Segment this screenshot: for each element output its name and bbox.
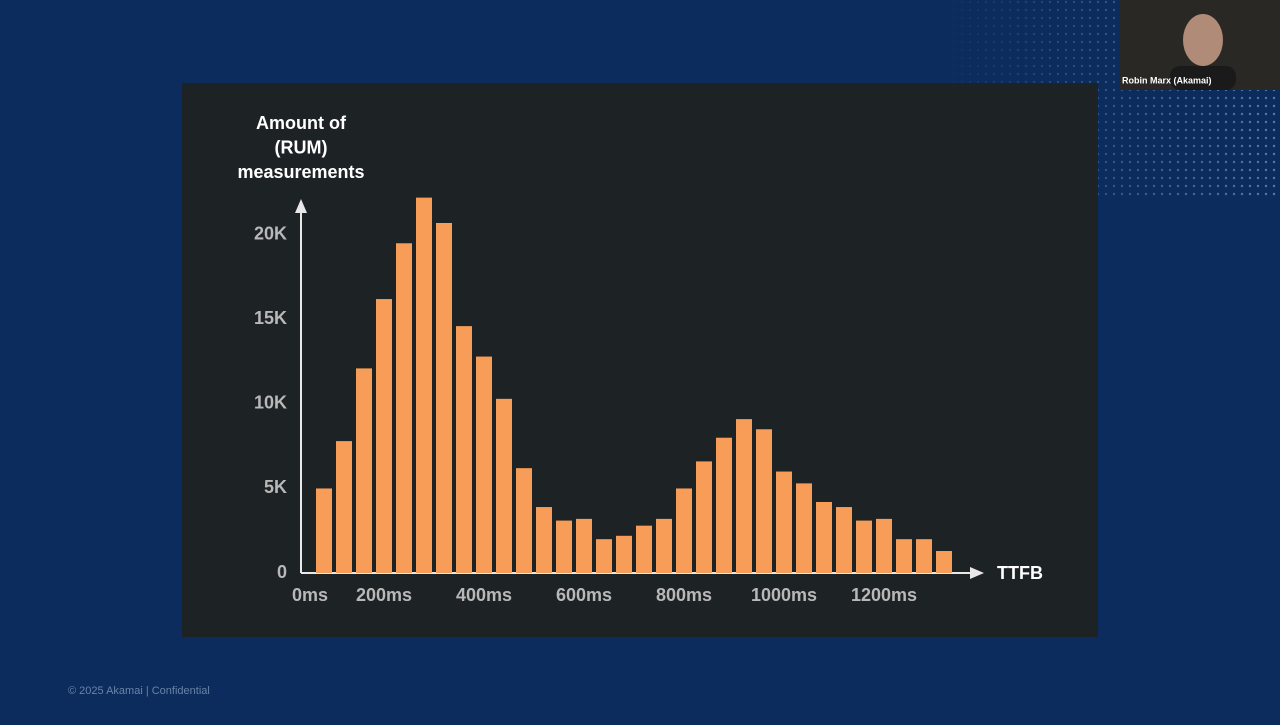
bar (616, 535, 632, 573)
participant-body (1170, 66, 1236, 90)
bar (556, 520, 572, 573)
bar (876, 518, 892, 573)
bar (776, 471, 792, 573)
bar (636, 525, 652, 573)
bar (716, 437, 732, 573)
bar (576, 518, 592, 573)
x-tick-label: 0ms (292, 585, 328, 605)
y-tick-label: 0 (277, 562, 287, 582)
bar (796, 483, 812, 573)
x-tick-label: 1200ms (851, 585, 917, 605)
x-tick-label: 1000ms (751, 585, 817, 605)
y-axis-label: measurements (237, 162, 364, 182)
x-tick-label: 800ms (656, 585, 712, 605)
bar (316, 488, 332, 573)
y-axis-label: (RUM) (275, 137, 328, 157)
y-tick-label: 15K (254, 308, 287, 328)
x-tick-label: 600ms (556, 585, 612, 605)
bar (836, 507, 852, 573)
bar (456, 326, 472, 573)
bar (676, 488, 692, 573)
footer: © 2025 Akamai | Confidential (68, 685, 210, 697)
y-tick-label: 5K (264, 477, 287, 497)
y-tick-label: 10K (254, 393, 287, 413)
bar (916, 539, 932, 573)
bar (396, 243, 412, 574)
bar (496, 398, 512, 573)
participant-face (1183, 14, 1223, 66)
x-axis-arrow (970, 567, 984, 579)
webcam-tile: Robin Marx (Akamai) (1120, 0, 1280, 90)
bar (476, 356, 492, 573)
y-axis-label: Amount of (256, 113, 347, 133)
bar (516, 468, 532, 573)
bar (736, 419, 752, 573)
bar (436, 222, 452, 573)
bar (856, 520, 872, 573)
bar (416, 197, 432, 574)
bar (696, 461, 712, 573)
bar (936, 551, 952, 573)
x-tick-label: 400ms (456, 585, 512, 605)
x-tick-label: 200ms (356, 585, 412, 605)
bar (536, 507, 552, 573)
bar (896, 539, 912, 573)
bar (656, 518, 672, 573)
y-axis-arrow (295, 199, 307, 213)
bar (816, 501, 832, 573)
bar (356, 368, 372, 573)
bar (596, 539, 612, 573)
y-tick-label: 20K (254, 224, 287, 244)
bar (756, 429, 772, 573)
x-axis-label: TTFB (997, 563, 1043, 583)
bar (336, 441, 352, 573)
participant-name: Robin Marx (Akamai) (1122, 75, 1212, 85)
bar (376, 299, 392, 573)
